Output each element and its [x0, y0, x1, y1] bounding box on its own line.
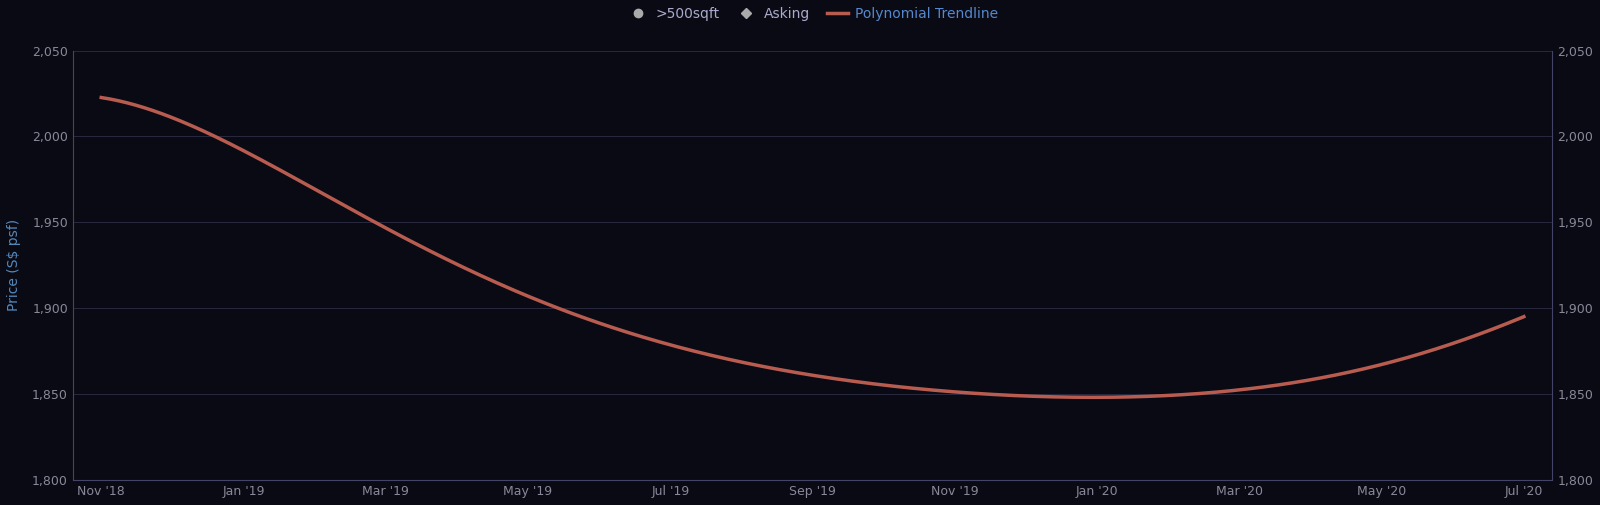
Legend: >500sqft, Asking, Polynomial Trendline: >500sqft, Asking, Polynomial Trendline — [622, 2, 1003, 27]
Y-axis label: Price (S$ psf): Price (S$ psf) — [6, 219, 21, 312]
